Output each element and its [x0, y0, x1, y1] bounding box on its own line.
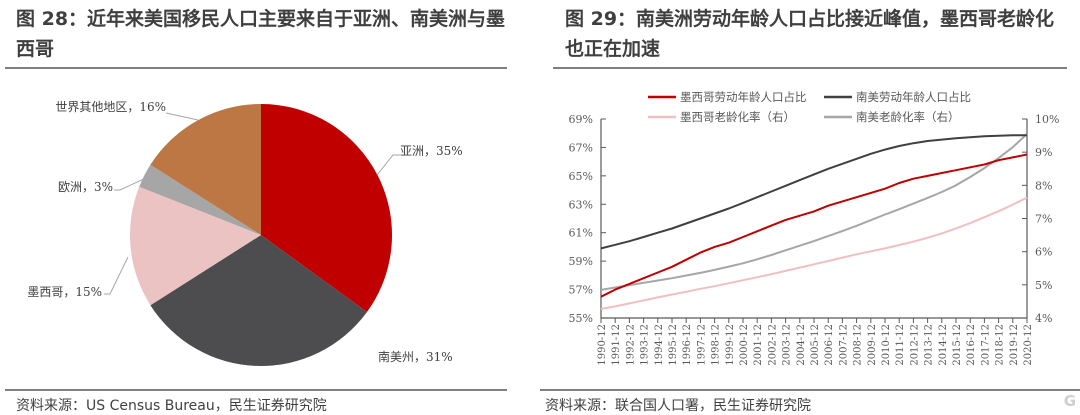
x-tick-label: 2003-12 — [782, 324, 793, 366]
right-y-tick-label: 4% — [1035, 312, 1052, 325]
x-tick-label: 1993-12 — [640, 324, 651, 366]
left-y-tick-label: 57% — [569, 284, 593, 297]
x-tick-label: 2009-12 — [867, 324, 878, 366]
x-tick-label: 2017-12 — [980, 324, 991, 366]
legend-label: 墨西哥老龄化率（右） — [680, 110, 795, 124]
x-tick-label: 2016-12 — [966, 324, 977, 366]
x-tick-label: 2015-12 — [952, 324, 963, 366]
x-tick-label: 2020-12 — [1023, 324, 1034, 366]
left-y-tick-label: 63% — [569, 198, 593, 211]
left-y-tick-label: 59% — [569, 255, 593, 268]
pie-label: 墨西哥，15% — [27, 285, 102, 299]
left-y-tick-label: 67% — [569, 141, 593, 154]
left-y-tick-label: 69% — [569, 113, 593, 126]
leader-line — [376, 154, 400, 176]
pie-slice-2 — [150, 235, 367, 366]
right-y-tick-label: 9% — [1035, 146, 1052, 159]
series-line-1 — [600, 153, 1028, 298]
leader-line — [114, 176, 149, 191]
pie-slice-1 — [261, 104, 393, 312]
x-tick-label: 1999-12 — [725, 324, 736, 366]
pie-label: 南美州，31% — [378, 349, 453, 364]
x-tick-label: 2018-12 — [995, 324, 1006, 366]
x-tick-label: 1991-12 — [611, 324, 622, 366]
x-tick-label: 1995-12 — [668, 324, 679, 366]
line-chart: 55% 57% 59% 61% 63% 65% 67% 69% 4% 5% 6% 7% 8% 9% 10% 1… — [569, 90, 1060, 366]
x-tick-label: 2013-12 — [924, 324, 935, 366]
x-tick-label: 2001-12 — [753, 324, 764, 366]
x-tick-label: 1990-12 — [597, 324, 608, 366]
x-tick-label: 2019-12 — [1009, 324, 1020, 366]
pie-label: 亚洲，35% — [400, 144, 463, 158]
x-tick-label: 2008-12 — [853, 324, 864, 366]
figure-29-source: 资料来源：联合国人口署，民生证券研究院 — [545, 398, 811, 414]
right-y-tick-label: 5% — [1035, 279, 1052, 292]
pie-slice-3 — [130, 186, 261, 306]
right-y-tick-label: 7% — [1035, 213, 1052, 226]
x-tick-label: 1996-12 — [682, 324, 693, 366]
right-y-tick-label: 10% — [1035, 113, 1059, 126]
x-tick-label: 2000-12 — [739, 324, 750, 366]
x-tick-label: 2004-12 — [796, 324, 807, 366]
leader-line — [165, 112, 199, 121]
series-line-4 — [600, 133, 1028, 291]
pie-slice-5 — [150, 104, 261, 235]
title-divider — [5, 67, 507, 69]
figure-28-title: 图 28：近年来美国移民人口主要来自于亚洲、南美洲与墨西哥 — [16, 8, 506, 60]
legend-label: 墨西哥劳动年龄人口占比 — [680, 90, 807, 104]
x-tick-label: 1992-12 — [625, 324, 636, 366]
x-tick-label: 2012-12 — [909, 324, 920, 366]
pie-chart: 亚洲，35% 南美州，31% 墨西哥，15% 欧洲，3% 世界其他地区，16% — [27, 100, 463, 366]
series-line-2 — [600, 134, 1027, 250]
legend-label: 南美老龄化率（右） — [856, 110, 960, 124]
x-tick-label: 2011-12 — [895, 324, 906, 366]
figure-29-panel: 图 29：南美洲劳动年龄人口占比接近峰值，墨西哥老龄化也正在加速 55% 57% 5… — [540, 0, 1080, 415]
x-tick-label: 1998-12 — [711, 324, 722, 366]
right-y-tick-label: 6% — [1035, 246, 1052, 259]
x-tick-label: 2007-12 — [838, 324, 849, 366]
leader-line — [104, 256, 129, 295]
left-y-tick-label: 55% — [569, 312, 593, 325]
x-tick-label: 1994-12 — [654, 324, 665, 366]
footer-divider — [5, 389, 507, 391]
left-y-tick-label: 65% — [569, 170, 593, 183]
title-divider — [553, 67, 1067, 69]
pie-slice-4 — [139, 164, 261, 235]
x-tick-label: 2014-12 — [938, 324, 949, 366]
pie-label: 欧洲，3% — [58, 180, 113, 194]
footer-divider — [540, 389, 1080, 391]
figure-28-source: 资料来源：US Census Bureau，民生证券研究院 — [16, 398, 327, 414]
x-tick-label: 2010-12 — [881, 324, 892, 366]
series-line-3 — [600, 196, 1028, 310]
figure-29-title: 图 29：南美洲劳动年龄人口占比接近峰值，墨西哥老龄化也正在加速 — [565, 8, 1055, 60]
x-tick-label: 2002-12 — [767, 324, 778, 366]
left-y-tick-label: 61% — [569, 227, 593, 240]
right-y-tick-label: 8% — [1035, 179, 1052, 192]
x-tick-label: 2006-12 — [824, 324, 835, 366]
x-tick-label: 1997-12 — [696, 324, 707, 366]
pie-label: 世界其他地区，16% — [55, 100, 166, 114]
watermark-logo: G — [1063, 392, 1076, 410]
x-tick-label: 2005-12 — [810, 324, 821, 366]
legend-label: 南美劳动年龄人口占比 — [856, 90, 971, 104]
figure-28-panel: 图 28：近年来美国移民人口主要来自于亚洲、南美洲与墨西哥 亚洲，35% 南美州，… — [0, 0, 530, 415]
